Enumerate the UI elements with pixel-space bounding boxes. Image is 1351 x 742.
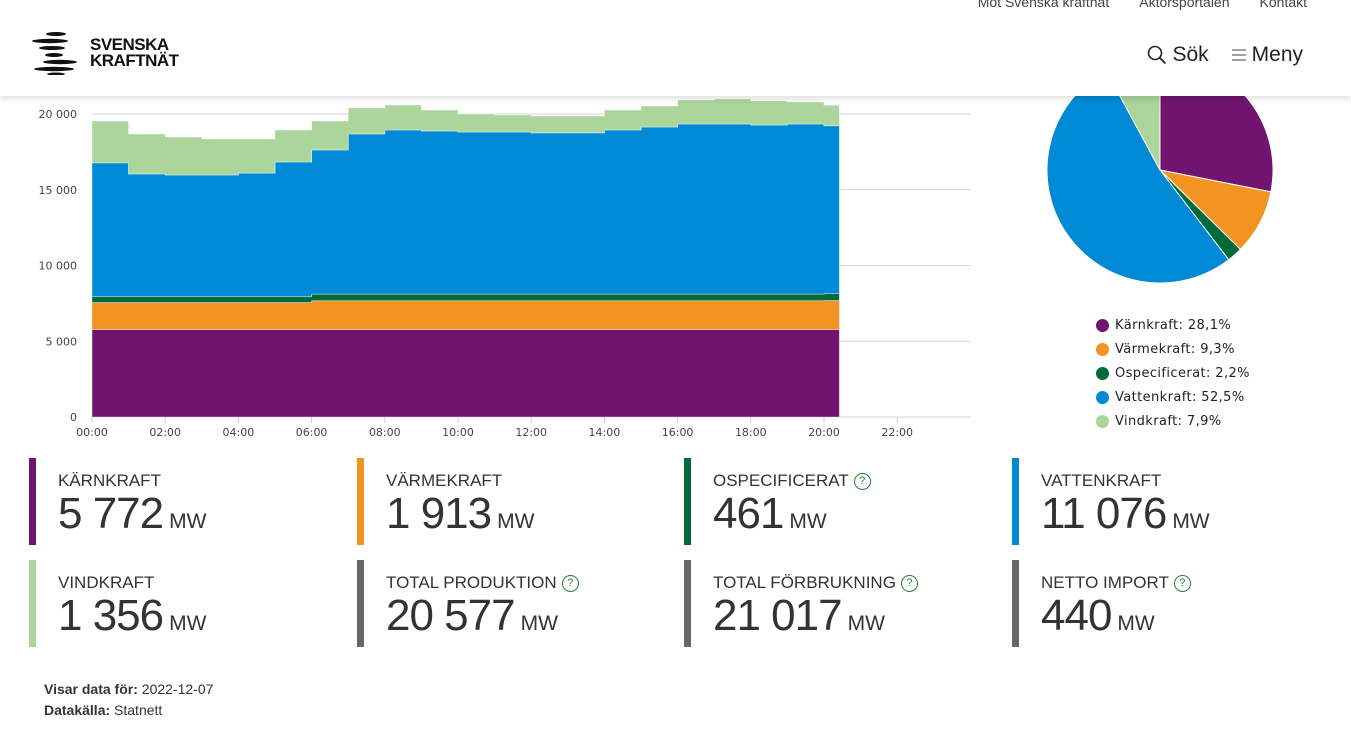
- link-aktorsportalen[interactable]: Aktörsportalen: [1139, 0, 1230, 10]
- hamburger-icon: [1231, 49, 1246, 61]
- x-tick-label: 16:00: [662, 426, 694, 439]
- area-series-vindkraft[interactable]: [91, 98, 840, 176]
- stat-unit: MW: [847, 612, 885, 635]
- x-tick-label: 18:00: [735, 426, 767, 439]
- logo-mark-icon: [32, 32, 77, 75]
- legend-label: Vattenkraft: 52,5%: [1115, 389, 1245, 405]
- legend-item-ospecificerat[interactable]: Ospecificerat: 2,2%: [1096, 361, 1250, 385]
- date-value: 2022-12-07: [141, 681, 214, 697]
- x-tick-label: 22:00: [881, 426, 913, 439]
- legend-item-karnkraft[interactable]: Kärnkraft: 28,1%: [1096, 313, 1250, 337]
- stat-card-vindkraft: Vindkraft 1 356 MW: [29, 560, 349, 647]
- stat-unit: MW: [520, 612, 558, 635]
- legend-label: Vindkraft: 7,9%: [1115, 413, 1222, 429]
- stat-card-netto-import: Netto import? 440 MW: [1012, 560, 1332, 647]
- menu-label: Meny: [1251, 43, 1303, 66]
- site-header: Mot Svenska kraftnät Aktörsportalen Kont…: [0, 0, 1351, 96]
- x-tick-label: 12:00: [515, 426, 547, 439]
- x-tick-label: 06:00: [296, 426, 328, 439]
- stat-unit: MW: [169, 510, 207, 533]
- logo-text-line2: KRAFTNÄT: [90, 51, 179, 70]
- stat-value: 1 356: [58, 591, 164, 640]
- x-tick-label: 08:00: [369, 426, 401, 439]
- stat-label: Vattenkraft: [1041, 471, 1162, 490]
- x-tick-label: 10:00: [442, 426, 474, 439]
- logo[interactable]: SVENSKA KRAFTNÄT: [30, 31, 179, 75]
- stat-card-ospecificerat: Ospecificerat? 461 MW: [684, 458, 1004, 545]
- stat-value: 11 076: [1041, 489, 1167, 538]
- search-button[interactable]: Sök: [1147, 43, 1209, 67]
- legend-label: Kärnkraft: 28,1%: [1115, 317, 1232, 333]
- stat-label: Vindkraft: [58, 573, 155, 592]
- legend-dot-icon: [1096, 390, 1109, 404]
- legend-label: Ospecificerat: 2,2%: [1115, 365, 1250, 381]
- x-tick-label: 00:00: [76, 426, 108, 439]
- stat-unit: MW: [497, 510, 535, 533]
- y-tick-label: 20 000: [39, 108, 78, 121]
- stat-card-total-förbrukning: Total förbrukning? 21 017 MW: [684, 560, 1004, 647]
- stat-unit: MW: [789, 510, 827, 533]
- stat-value: 1 913: [386, 489, 492, 538]
- x-tick-label: 02:00: [149, 426, 181, 439]
- source-value: Statnett: [114, 702, 163, 718]
- link-kontakt[interactable]: Kontakt: [1259, 0, 1307, 10]
- production-area-chart: 0 5 000 10 000 15 000 20 000 00:00 02:00 04:00 0…: [39, 98, 971, 439]
- stat-label: Total förbrukning: [713, 573, 896, 592]
- legend-dot-icon: [1096, 318, 1109, 332]
- x-tick-label: 20:00: [808, 426, 840, 439]
- stat-unit: MW: [1117, 612, 1155, 635]
- search-icon: [1148, 45, 1167, 65]
- stat-value: 5 772: [58, 489, 164, 538]
- search-label: Sök: [1172, 43, 1209, 66]
- stat-unit: MW: [1172, 510, 1210, 533]
- source-label: Datakälla:: [44, 702, 111, 718]
- stat-card-total-produktion: Total produktion? 20 577 MW: [357, 560, 677, 647]
- legend-dot-icon: [1096, 342, 1109, 356]
- stat-label: Netto import: [1041, 573, 1169, 592]
- stat-value: 21 017: [713, 591, 843, 640]
- legend-item-varmekraft[interactable]: Värmekraft: 9,3%: [1096, 337, 1250, 361]
- stat-label: Ospecificerat: [713, 471, 849, 490]
- top-links: Mot Svenska kraftnät Aktörsportalen Kont…: [978, 0, 1307, 10]
- data-info: Visar data för: 2022-12-07 Datakälla: St…: [44, 679, 213, 721]
- x-tick-label: 04:00: [223, 426, 255, 439]
- y-tick-label: 5 000: [46, 335, 78, 348]
- legend-label: Värmekraft: 9,3%: [1115, 341, 1235, 357]
- stat-value: 20 577: [386, 591, 516, 640]
- legend-dot-icon: [1096, 366, 1109, 380]
- logo-text-line1: SVENSKA: [90, 35, 169, 54]
- stat-value: 440: [1041, 591, 1112, 640]
- area-series-karnkraft[interactable]: [91, 329, 840, 418]
- help-icon[interactable]: ?: [561, 574, 579, 592]
- link-mot-svenska-kraftnat[interactable]: Mot Svenska kraftnät: [977, 0, 1110, 10]
- help-icon[interactable]: ?: [1173, 574, 1191, 592]
- stat-card-värmekraft: Värmekraft 1 913 MW: [357, 458, 677, 545]
- menu-button[interactable]: Meny: [1231, 43, 1303, 67]
- stat-label: Kärnkraft: [58, 471, 161, 490]
- stat-card-kärnkraft: Kärnkraft 5 772 MW: [29, 458, 349, 545]
- stat-value: 461: [713, 489, 784, 538]
- help-icon[interactable]: ?: [900, 574, 918, 592]
- stat-label: Total produktion: [386, 573, 557, 592]
- pie-slice-vattenkraft[interactable]: [1046, 69, 1230, 284]
- x-tick-label: 14:00: [589, 426, 621, 439]
- date-label: Visar data för:: [44, 681, 138, 697]
- stat-card-vattenkraft: Vattenkraft 11 076 MW: [1012, 458, 1332, 545]
- y-tick-label: 0: [70, 411, 77, 424]
- y-tick-label: 15 000: [39, 184, 78, 197]
- y-tick-label: 10 000: [39, 260, 78, 273]
- legend-item-vindkraft[interactable]: Vindkraft: 7,9%: [1096, 409, 1250, 433]
- stat-unit: MW: [169, 612, 207, 635]
- help-icon[interactable]: ?: [853, 472, 871, 490]
- pie-legend: Kärnkraft: 28,1% Värmekraft: 9,3% Ospecifi…: [1096, 313, 1250, 433]
- area-series-varmekraft[interactable]: [91, 300, 840, 330]
- legend-dot-icon: [1096, 414, 1109, 428]
- legend-item-vattenkraft[interactable]: Vattenkraft: 52,5%: [1096, 385, 1250, 409]
- stat-label: Värmekraft: [386, 471, 503, 490]
